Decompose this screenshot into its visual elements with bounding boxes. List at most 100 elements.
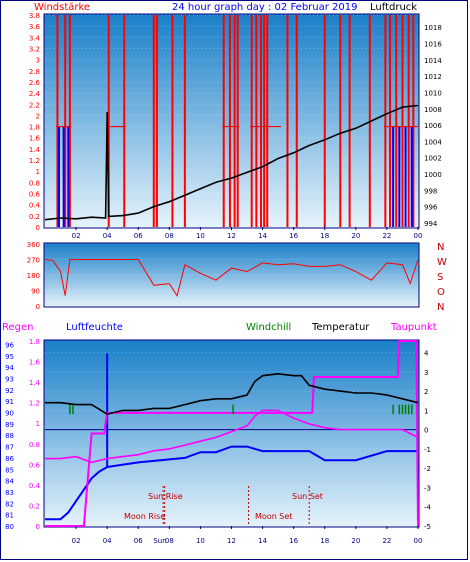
rain-tick-label: 0.4 <box>29 482 41 490</box>
x-tick-label: 14 <box>258 537 267 545</box>
pressure-tick-label: 998 <box>424 187 437 195</box>
temperature-tick-label: 4 <box>424 350 429 358</box>
rain-tick-label: 0.8 <box>29 441 40 449</box>
humidity-tick-label: 96 <box>5 341 14 349</box>
wind-tick-label: 2.6 <box>29 79 41 87</box>
wind-mean-bar <box>392 126 395 227</box>
direction-tick-label: 90 <box>31 288 40 296</box>
humidity-label: Luftfeuchte <box>66 322 123 333</box>
wind-gust-bar <box>228 15 231 227</box>
x-tick-label: 16 <box>289 232 298 240</box>
wind-gust-bar <box>123 15 126 227</box>
sun-set-annotation: Sun Set <box>292 492 323 501</box>
x-tick-label: 02 <box>72 232 81 240</box>
wind-gust-bar <box>183 15 186 227</box>
wind-gust-bar <box>255 15 258 227</box>
temperature-tick-label: 0 <box>424 427 428 435</box>
wind-gust-bar <box>323 15 326 227</box>
moon-rise-annotation: Moon Rise <box>124 512 165 521</box>
compass-label: W <box>437 257 447 268</box>
dewpoint-line <box>45 409 419 464</box>
wind-tick-label: 3.4 <box>29 34 41 42</box>
wind-gust-bar <box>152 15 155 227</box>
rain-line <box>45 340 419 527</box>
temperature-tick-label: -4 <box>424 504 432 512</box>
rain-tick-label: 1.6 <box>29 359 41 367</box>
compass-label: S <box>437 272 443 283</box>
wind-tick-label: 1.8 <box>29 124 40 132</box>
x-tick-label: 12 <box>227 537 236 545</box>
wind-direction-line <box>44 259 419 297</box>
rain-tick-label: 1.8 <box>29 338 40 346</box>
rain-label: Regen <box>2 322 34 333</box>
sun-tick-label: Sun <box>153 537 166 545</box>
x-tick-label: 18 <box>320 537 329 545</box>
wind-gust-bar <box>263 15 266 227</box>
humidity-tick-label: 84 <box>5 478 14 486</box>
pressure-line <box>44 104 419 221</box>
pressure-tick-label: 1008 <box>424 106 442 114</box>
compass-label: N <box>437 302 444 313</box>
x-tick-label: 14 <box>258 232 267 240</box>
wind-mean-bar <box>67 126 70 227</box>
pressure-tick-label: 1012 <box>424 73 442 81</box>
x-tick-label: 16 <box>289 537 298 545</box>
pressure-tick-label: 994 <box>424 220 438 228</box>
x-tick-label: 00 <box>414 537 423 545</box>
temperature-tick-label: -1 <box>424 446 431 454</box>
wind-gust-bar <box>395 15 398 227</box>
humidity-tick-label: 81 <box>5 512 14 520</box>
wind-gust-bar <box>286 15 289 227</box>
x-tick-label: 04 <box>103 232 112 240</box>
wind-tick-label: 1.4 <box>29 146 41 154</box>
humidity-tick-label: 83 <box>5 489 14 497</box>
humidity-tick-label: 88 <box>5 432 14 440</box>
x-tick-label: 10 <box>196 537 205 545</box>
wind-tick-label: 2 <box>36 112 40 120</box>
wind-gust-bar <box>401 15 404 227</box>
temperature-tick-label: 2 <box>424 388 428 396</box>
temperature-tick-label: -5 <box>424 523 431 531</box>
wind-tick-label: 0.8 <box>29 179 40 187</box>
wind-gust-bar <box>389 15 392 227</box>
wind-gust-bar <box>339 15 342 227</box>
wind-tick-label: 1.2 <box>29 157 40 165</box>
rain-tick-label: 1.2 <box>29 400 40 408</box>
wind-tick-label: 3.6 <box>29 23 41 31</box>
humidity-line <box>45 445 418 521</box>
wind-tick-label: 0.2 <box>29 213 40 221</box>
x-tick-label: 00 <box>414 232 423 240</box>
pressure-label: Luftdruck <box>370 2 417 13</box>
wind-tick-label: 0.6 <box>29 191 41 199</box>
direction-tick-label: 180 <box>27 272 40 280</box>
humidity-tick-label: 91 <box>5 398 14 406</box>
wind-gust-bar <box>222 15 225 227</box>
humidity-tick-label: 80 <box>5 523 14 531</box>
wind-mean-bar <box>62 126 65 227</box>
rain-tick-label: 0.2 <box>29 502 40 510</box>
x-tick-label: 12 <box>227 232 236 240</box>
wind-mean-bar <box>398 126 401 227</box>
wind-direction-panel <box>43 242 420 308</box>
x-tick-label: 02 <box>72 537 81 545</box>
pressure-tick-label: 1000 <box>424 171 442 179</box>
dewpoint-label: Taupunkt <box>390 322 437 333</box>
wind-gust-bar <box>56 15 59 227</box>
pressure-tick-label: 1006 <box>424 122 442 130</box>
wind-gust-bar <box>348 15 351 227</box>
moon-set-annotation: Moon Set <box>255 512 292 521</box>
wind-tick-label: 0.4 <box>29 202 41 210</box>
x-tick-label: 20 <box>351 537 360 545</box>
humidity-tick-label: 94 <box>5 364 14 372</box>
wind-mean-bar <box>57 126 60 227</box>
wind-tick-label: 3.8 <box>29 12 40 20</box>
wind-gust-bar <box>266 15 269 227</box>
humidity-tick-label: 86 <box>5 455 14 463</box>
humidity-tick-label: 92 <box>5 387 14 395</box>
pressure-tick-label: 1004 <box>424 138 442 146</box>
x-tick-label: 06 <box>134 537 143 545</box>
wind-gust-bar <box>236 15 239 227</box>
direction-tick-label: 0 <box>36 303 40 311</box>
